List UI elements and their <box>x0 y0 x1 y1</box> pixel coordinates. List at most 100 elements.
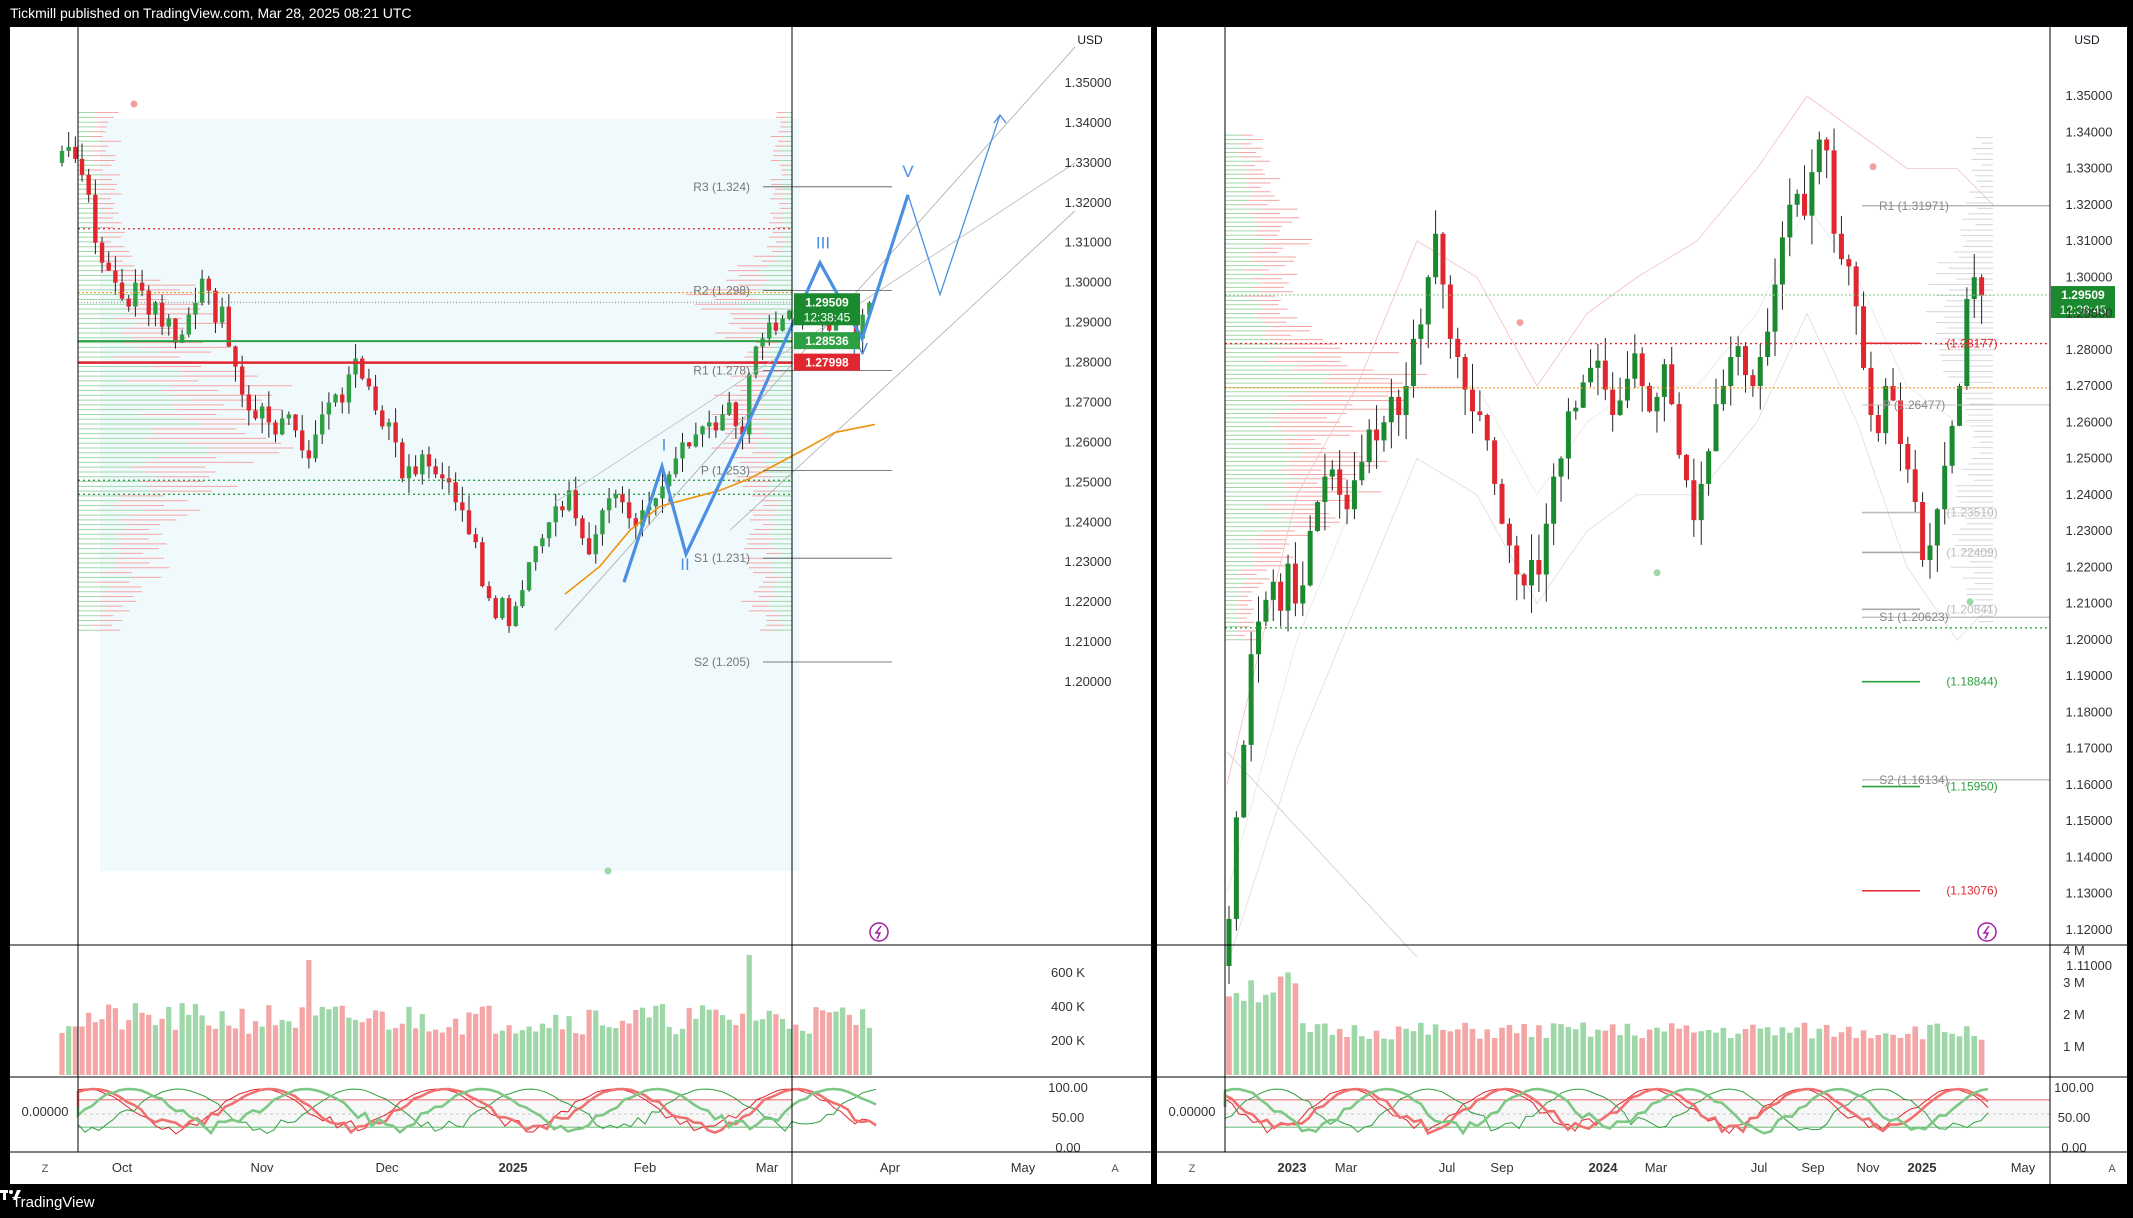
volume-bar <box>559 1029 566 1075</box>
countdown-tag: 12:38:45 <box>804 310 851 324</box>
candle <box>1942 465 1948 510</box>
pivot-label-s1: S1 (1.231) <box>694 551 750 565</box>
wave-label-w1: I <box>662 435 667 454</box>
volume-bar <box>186 1014 192 1075</box>
volume-bar <box>166 1006 172 1075</box>
candle <box>373 386 378 411</box>
pivot-label-r1: R1 (1.31971) <box>1879 199 1949 213</box>
volume-bar <box>1248 980 1254 1075</box>
candle <box>400 442 405 479</box>
pivot-label-p: P (1.26477) <box>1883 398 1946 412</box>
candle <box>239 366 245 395</box>
candle <box>1322 476 1328 502</box>
last-price-tag: 1.29509 <box>2061 288 2105 302</box>
right-chart-panel[interactable]: R1 (1.31971) P (1.26477) S1 (1.20623) S2 (1… <box>1157 27 2127 1184</box>
replay-icon[interactable] <box>869 922 889 942</box>
last-price-tag-bg <box>2051 286 2115 319</box>
candle <box>680 442 685 459</box>
candle <box>760 338 765 347</box>
time-tick-label: Sep <box>1801 1160 1824 1175</box>
candle <box>1241 744 1247 818</box>
candle <box>1278 581 1284 611</box>
osc-line-red-thin <box>77 1088 877 1135</box>
volume-bar <box>526 1026 532 1075</box>
candle <box>720 414 725 431</box>
candle <box>99 242 105 263</box>
osc-tick-label: 100.00 <box>2054 1080 2094 1095</box>
candle <box>1543 523 1549 575</box>
time-tick-label: May <box>1011 1160 1036 1175</box>
volume-bar <box>479 1006 485 1075</box>
volume-bar <box>826 1012 832 1075</box>
right-chart-svg[interactable]: R1 (1.31971) P (1.26477) S1 (1.20623) S2 (1… <box>1157 27 2127 1184</box>
volume-bar <box>1403 1028 1409 1075</box>
candle <box>1374 429 1380 441</box>
candle <box>1573 407 1579 412</box>
last-price-tag: 1.29509 <box>805 295 849 309</box>
candle <box>126 298 131 307</box>
osc-tick-label: 0.00 <box>2061 1140 2086 1155</box>
candle <box>1964 299 1970 386</box>
low-marker <box>604 867 612 875</box>
candle <box>1802 193 1808 216</box>
price-tick-label: 1.21000 <box>2066 596 2113 611</box>
green-level-tag-bg <box>794 332 860 350</box>
candle <box>1536 560 1542 575</box>
volume-bar <box>553 1014 559 1075</box>
volume-bar <box>519 1030 525 1075</box>
candle <box>593 534 598 555</box>
volume-bar <box>499 1030 505 1075</box>
candle <box>1772 284 1778 332</box>
candle <box>59 150 65 163</box>
candle <box>540 538 545 547</box>
volume-bar <box>659 1004 666 1075</box>
volume-bar <box>726 1019 732 1075</box>
level-label-f: (1.15950) <box>1946 780 1997 794</box>
volume-bar <box>1853 1038 1859 1075</box>
volume-bar <box>733 1025 739 1075</box>
candle <box>600 510 605 535</box>
candle <box>1912 469 1918 502</box>
time-tick-label: Dec <box>375 1160 399 1175</box>
left-chart-panel[interactable]: R3 (1.324) R2 (1.298) R1 (1.278) P (1.253) S… <box>10 27 1151 1184</box>
volume-bar <box>639 1007 646 1075</box>
candle <box>146 290 151 315</box>
candle <box>553 506 558 523</box>
volume-bar <box>1499 1027 1505 1075</box>
volume-bar <box>92 1022 98 1075</box>
price-tick-label: 1.27000 <box>2066 378 2113 393</box>
volume-bar <box>1580 1022 1586 1075</box>
candle <box>259 406 265 419</box>
footer-brand: TradingView <box>12 1194 95 1211</box>
candle <box>413 466 418 475</box>
envelope-band <box>1226 312 1994 967</box>
candle <box>693 434 699 447</box>
volume-bar <box>1351 1025 1358 1075</box>
volume-bar <box>1270 992 1277 1075</box>
candle <box>1920 502 1926 560</box>
left-chart-svg[interactable]: R3 (1.324)R2 (1.298)R1 (1.278)P (1.253)S… <box>10 27 1151 1184</box>
candle <box>153 302 158 315</box>
volume-tick-label: 600 K <box>1051 965 1085 980</box>
candle <box>106 262 111 271</box>
volume-bar <box>1454 1029 1461 1075</box>
volume-bar <box>346 1017 352 1075</box>
volume-bar <box>146 1014 152 1075</box>
candle <box>1956 386 1962 426</box>
price-tick-label: 1.28000 <box>1065 355 1112 370</box>
volume-bar <box>1668 1023 1675 1075</box>
level-label-e: (1.18844) <box>1946 675 1997 689</box>
osc-tick-label: 0.00 <box>1055 1140 1080 1155</box>
candle <box>1875 415 1881 434</box>
price-tick-label: 1.21000 <box>1065 634 1112 649</box>
zoom-button: Z <box>1189 1163 1196 1175</box>
volume-bar <box>1558 1024 1564 1075</box>
volume-bar <box>59 1032 65 1075</box>
replay-icon[interactable] <box>1977 922 1997 942</box>
candle <box>1691 480 1697 521</box>
time-tick-label: 2023 <box>1278 1160 1307 1175</box>
candle <box>1226 918 1232 966</box>
candle <box>1647 386 1653 412</box>
volume-bar <box>473 1013 479 1075</box>
volume-bar <box>106 1004 112 1075</box>
